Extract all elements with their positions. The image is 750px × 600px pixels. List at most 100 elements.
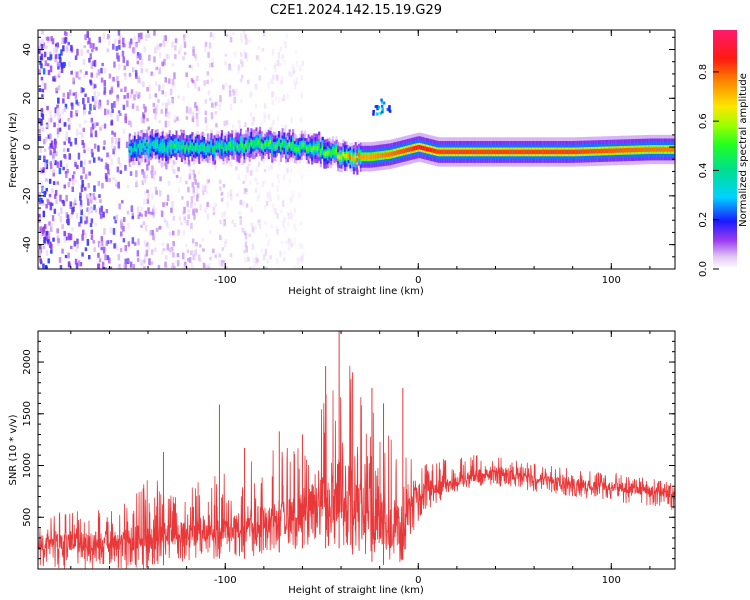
- spectrogram-cell: [246, 165, 249, 173]
- spectrogram-cell: [69, 205, 72, 210]
- spectrogram-cell: [204, 45, 207, 53]
- spectrogram-cell: [648, 147, 651, 152]
- spectrogram-cell: [153, 108, 156, 114]
- spectrogram-cell: [609, 148, 613, 153]
- spectrogram-cell: [271, 48, 275, 56]
- spectrogram-cell: [660, 147, 663, 152]
- spectrogram-cell: [356, 157, 359, 163]
- spectrogram-cell: [458, 149, 461, 155]
- spectrogram-cell: [43, 236, 46, 244]
- spectrogram-cell: [197, 86, 201, 92]
- spectrogram-cell: [250, 208, 254, 213]
- spectrogram-cell: [103, 228, 106, 235]
- spectrogram-cell: [292, 63, 295, 69]
- spectrogram-cell: [91, 123, 95, 130]
- colorbar-ticks: 0.00.20.40.60.8: [698, 64, 719, 277]
- spectrogram-cell: [83, 104, 86, 110]
- spectrogram-cell: [392, 151, 395, 156]
- spectrogram-cell: [44, 231, 47, 238]
- spectrogram-cell: [142, 141, 145, 147]
- spectrogram-cell: [398, 150, 401, 155]
- spectrogram-cell: [51, 151, 55, 159]
- spectrogram-cell: [78, 123, 82, 128]
- spectrogram-cell: [63, 122, 66, 127]
- spectrogram-cell: [244, 34, 247, 38]
- spectrogram-cell: [223, 211, 226, 217]
- spectrogram-cell: [108, 40, 111, 46]
- spectrogram-cell: [669, 147, 672, 152]
- spectrogram-cell: [165, 102, 168, 109]
- spectrogram-cell: [199, 204, 202, 211]
- spectrogram-cell: [92, 240, 95, 244]
- spectrogram-cell: [204, 99, 208, 104]
- spectrogram-cell: [59, 194, 62, 202]
- spectrogram-cell: [112, 176, 115, 181]
- spectrogram-cell: [182, 56, 185, 61]
- spectrogram-cell: [103, 123, 107, 129]
- spectrogram-cell: [233, 96, 236, 104]
- spectrogram-cell: [170, 266, 174, 269]
- spectrogram-cell: [221, 191, 224, 196]
- spectrogram-cell: [172, 241, 175, 247]
- spectrogram-cell: [145, 243, 148, 248]
- spectrogram-cell: [190, 250, 193, 256]
- spectrogram-cell: [97, 252, 100, 258]
- spectrogram-cell: [40, 76, 44, 81]
- spectrogram-cell: [176, 116, 179, 121]
- spectrogram-cell: [140, 206, 143, 211]
- spectrogram-cell: [104, 254, 107, 261]
- spectrogram-cell: [276, 194, 280, 201]
- spectrogram-cell: [90, 234, 94, 240]
- spectrogram-cell: [209, 256, 212, 261]
- spectrogram-cell: [155, 66, 158, 71]
- spectrogram-cell: [603, 148, 606, 154]
- spectrogram-cell: [49, 110, 52, 118]
- spectrogram-cell: [278, 160, 282, 165]
- spectrogram-cell: [229, 103, 233, 111]
- spectrogram-cell: [56, 87, 59, 92]
- spectrogram-cell: [294, 228, 297, 232]
- spectrogram-cell: [606, 148, 609, 154]
- spectrogram-cell: [424, 146, 427, 151]
- spectrogram-cell: [420, 145, 423, 150]
- spectrogram-cell: [153, 113, 157, 119]
- spectrogram-cell: [234, 142, 237, 147]
- spectrogram-cell: [42, 263, 45, 269]
- spectrogram-cell: [486, 149, 489, 155]
- spectrogram-cell: [250, 222, 253, 228]
- spectrogram-cell: [76, 71, 79, 79]
- spectrogram-cell: [154, 247, 157, 252]
- spectrogram-cell: [176, 253, 180, 258]
- spectrogram-cell: [514, 149, 517, 155]
- spectrogram-cell: [417, 145, 420, 150]
- spectrogram-cell: [245, 39, 249, 44]
- spectrogram-cell: [53, 122, 56, 128]
- spectrogram-cell: [228, 85, 232, 90]
- spectrogram-cell: [268, 191, 272, 197]
- spectrogram-cell: [147, 244, 150, 251]
- spectrogram-cell: [99, 126, 102, 131]
- spectrogram-cell: [179, 176, 182, 183]
- spectrogram-cell: [613, 148, 616, 153]
- spectrogram-cell: [279, 250, 282, 257]
- spectrogram-cell: [209, 97, 212, 102]
- spectrogram-cell: [92, 83, 96, 90]
- spectrogram-cell: [82, 127, 85, 132]
- spectrogram-cell: [122, 128, 126, 134]
- spectrogram-cell: [196, 120, 199, 127]
- spectrogram-cell: [219, 234, 222, 240]
- spectrogram-cell: [133, 144, 137, 149]
- spectrogram-cell: [290, 243, 294, 248]
- spectrogram-cell: [56, 128, 60, 135]
- spectrogram-cell: [131, 212, 135, 219]
- spectrogram-cell: [52, 76, 55, 82]
- spectrogram-cell: [221, 247, 225, 251]
- spectrogram-cell: [171, 262, 175, 268]
- spectrogram-cell: [135, 91, 138, 97]
- spectrogram-cell: [272, 203, 275, 211]
- spectrogram-cell: [229, 37, 233, 43]
- spectrogram-cell: [226, 191, 230, 198]
- spectrogram-cell: [289, 168, 293, 173]
- spectrogram-cell: [547, 149, 550, 155]
- spectrogram-cell: [625, 148, 628, 153]
